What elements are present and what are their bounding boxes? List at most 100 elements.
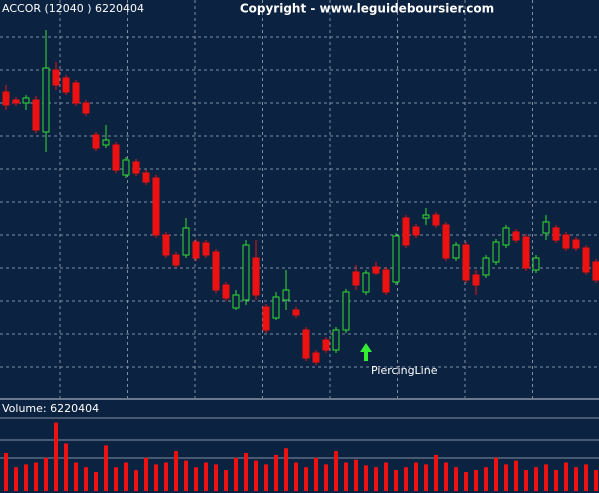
candle-body: [162, 234, 170, 256]
candle-body: [122, 159, 130, 176]
candle-body: [532, 257, 540, 271]
candle-body: [2, 91, 10, 106]
volume-bar: [194, 467, 198, 491]
candle-body: [22, 97, 30, 104]
volume-bar: [344, 462, 348, 491]
volume-bar: [64, 443, 68, 491]
candle-body: [402, 217, 410, 246]
volume-bar: [304, 467, 308, 491]
candle-body: [442, 224, 450, 259]
volume-bar: [74, 462, 78, 491]
volume-bar: [54, 422, 58, 491]
volume-bar: [14, 467, 18, 491]
candle-body: [352, 271, 360, 286]
chart-title: ACCOR (12040 ) 6220404: [2, 2, 144, 15]
volume-bar: [524, 470, 528, 491]
volume-bar: [464, 472, 468, 491]
volume-bar: [134, 470, 138, 491]
volume-bar: [224, 470, 228, 491]
volume-bar: [404, 467, 408, 491]
volume-bar: [564, 462, 568, 491]
candle-body: [222, 284, 230, 299]
candle-body: [582, 247, 590, 273]
volume-bar: [184, 460, 188, 491]
volume-bar: [244, 453, 248, 491]
candle-body: [232, 294, 240, 309]
volume-bar: [454, 467, 458, 491]
candle-body: [452, 244, 460, 259]
candle-body: [502, 227, 510, 246]
candle-body: [152, 177, 160, 236]
candle-body: [592, 261, 599, 281]
candle-body: [292, 309, 300, 316]
volume-bar: [124, 462, 128, 491]
volume-bar: [554, 470, 558, 491]
volume-bar: [434, 454, 438, 491]
volume-bar: [154, 464, 158, 491]
volume-bar: [264, 464, 268, 491]
grid: [0, 0, 599, 459]
candle-body: [522, 236, 530, 269]
volume-bar: [394, 470, 398, 491]
candle-body: [62, 77, 70, 93]
volume-bar: [34, 462, 38, 491]
candle-body: [362, 272, 370, 293]
volume-bar: [274, 454, 278, 491]
volume-bar: [374, 467, 378, 491]
candle-body: [202, 242, 210, 256]
candle-body: [492, 241, 500, 263]
candle-body: [252, 257, 260, 296]
candle-body: [182, 227, 190, 256]
candle-body: [412, 226, 420, 236]
volume-bar: [284, 448, 288, 491]
candle-body: [32, 99, 40, 131]
volume-bar: [514, 460, 518, 491]
candle-body: [72, 82, 80, 104]
copyright: Copyright - www.leguideboursier.com: [240, 2, 494, 16]
volume-bar: [254, 460, 258, 491]
volume-label: Volume: 6220404: [2, 402, 99, 415]
volume-bar: [584, 464, 588, 491]
candle-body: [432, 214, 440, 226]
candle-body: [82, 102, 90, 114]
candle-body: [42, 67, 50, 133]
candle-body: [312, 352, 320, 363]
candle-body: [552, 227, 560, 241]
volume-bar: [484, 467, 488, 491]
candle-body: [482, 257, 490, 276]
candle-body: [342, 291, 350, 331]
volume-bar: [84, 467, 88, 491]
volume-bar: [504, 464, 508, 491]
volume-bar: [4, 453, 8, 491]
volume-bar: [104, 445, 108, 491]
volume-bar: [204, 462, 208, 491]
volume-bar: [44, 457, 48, 491]
candle-body: [112, 144, 120, 171]
candle-body: [572, 239, 580, 249]
candle-body: [212, 251, 220, 291]
volume-bar: [354, 459, 358, 491]
candle-body: [422, 214, 430, 219]
candle-body: [462, 244, 470, 281]
candle-body: [512, 231, 520, 241]
volume-bar: [474, 470, 478, 491]
volume-bar: [294, 462, 298, 491]
candle-body: [562, 234, 570, 249]
candle-body: [172, 254, 180, 266]
volume-bar: [364, 465, 368, 491]
candle-body: [132, 161, 140, 174]
candle-body: [262, 306, 270, 331]
volume-bar: [574, 467, 578, 491]
candle-body: [392, 235, 400, 283]
candle-body: [282, 289, 290, 301]
candle-body: [272, 296, 280, 319]
candle-body: [472, 274, 480, 286]
volume-bar: [534, 467, 538, 491]
volume-bar: [384, 462, 388, 491]
volume-bar: [324, 464, 328, 491]
candle-body: [332, 329, 340, 351]
candle-body: [382, 269, 390, 293]
candle-body: [102, 139, 110, 146]
